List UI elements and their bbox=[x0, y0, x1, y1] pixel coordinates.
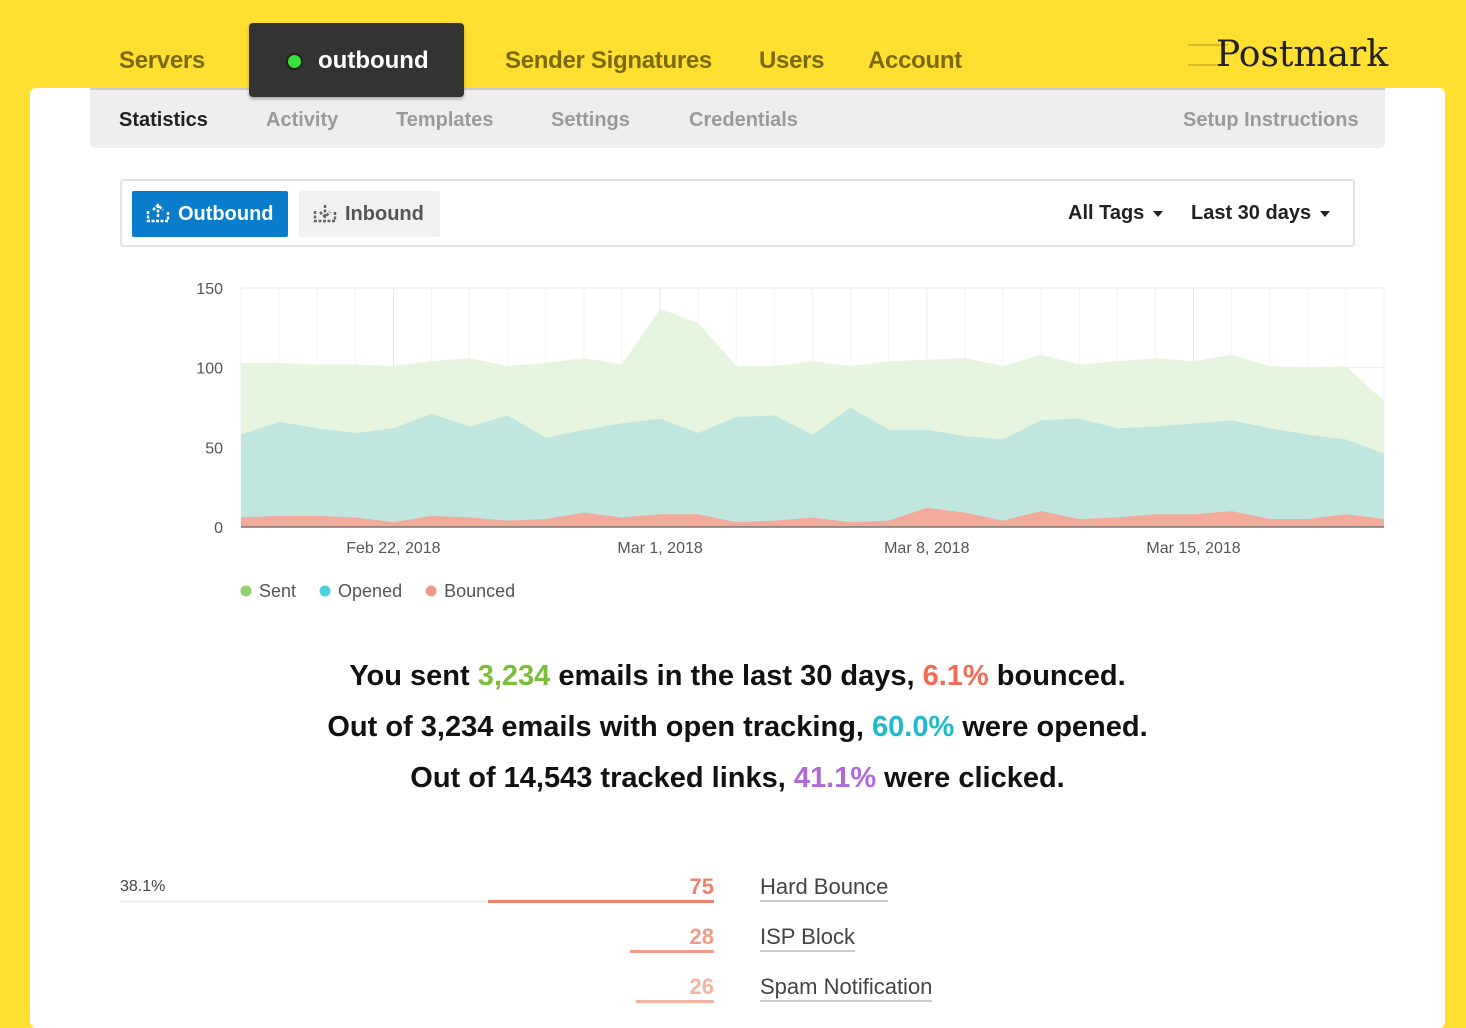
tags-dropdown[interactable]: All Tags bbox=[1068, 202, 1164, 225]
outbound-button[interactable]: Outbound bbox=[132, 191, 288, 237]
x-tick-label: Mar 15, 2018 bbox=[1146, 540, 1240, 557]
bounce-type-link[interactable]: Hard Bounce bbox=[760, 874, 889, 902]
bar-track bbox=[120, 900, 714, 903]
date-range-dropdown[interactable]: Last 30 days bbox=[1191, 202, 1331, 225]
bounce-row: 28 ISP Block bbox=[120, 924, 1020, 966]
bounce-count: 26 bbox=[689, 974, 714, 999]
status-dot-icon bbox=[286, 53, 303, 70]
stats-chart: 0 50 100 150 Feb 22, 2018 Mar 1, 2018 Mar 8, 2… bbox=[196, 281, 1385, 601]
nav-users[interactable]: Users bbox=[759, 47, 825, 74]
sub-nav: Statistics Activity Templates Settings C… bbox=[90, 88, 1385, 148]
outbound-icon bbox=[146, 203, 170, 223]
y-tick-label: 50 bbox=[205, 440, 223, 457]
bounce-count: 75 bbox=[689, 874, 714, 899]
bar-fill bbox=[629, 950, 714, 953]
tab-templates[interactable]: Templates bbox=[396, 109, 494, 131]
legend-label-sent: Sent bbox=[259, 581, 296, 601]
bounce-type-link[interactable]: ISP Block bbox=[760, 924, 855, 952]
legend-dot-sent bbox=[240, 585, 252, 597]
tags-label: All Tags bbox=[1068, 202, 1145, 224]
legend-label-opened: Opened bbox=[338, 581, 402, 601]
caret-down-icon bbox=[1153, 210, 1164, 217]
tab-setup-instructions[interactable]: Setup Instructions bbox=[1183, 109, 1359, 131]
tab-activity[interactable]: Activity bbox=[266, 109, 339, 131]
inbound-label: Inbound bbox=[345, 203, 424, 225]
logo-lines-icon bbox=[1188, 44, 1228, 66]
top-nav: Servers outbound Sender Signatures Users… bbox=[0, 0, 1466, 100]
nav-account[interactable]: Account bbox=[868, 47, 962, 74]
caret-down-icon bbox=[1320, 210, 1331, 217]
area-bounced bbox=[241, 507, 1384, 527]
bounce-row: 38.1% 75 Hard Bounce bbox=[120, 874, 1020, 916]
legend-dot-bounced bbox=[425, 585, 437, 597]
bar-fill bbox=[635, 1000, 714, 1003]
range-label: Last 30 days bbox=[1191, 202, 1312, 224]
legend-dot-opened bbox=[319, 585, 331, 597]
summary-opened: Out of 3,234 emails with open tracking, … bbox=[327, 711, 1148, 743]
y-tick-label: 150 bbox=[196, 281, 223, 298]
x-tick-label: Mar 8, 2018 bbox=[884, 540, 969, 557]
bounce-row: 26 Spam Notification bbox=[120, 974, 1020, 1016]
server-name: outbound bbox=[318, 47, 429, 74]
filter-bar: Outbound Inbound All Tags Last 30 days bbox=[120, 179, 1355, 247]
area-opened bbox=[241, 407, 1384, 527]
server-tab-outbound[interactable]: outbound bbox=[249, 23, 464, 97]
main-panel: Statistics Activity Templates Settings C… bbox=[30, 88, 1445, 1028]
summary-clicked: Out of 14,543 tracked links, 41.1% were … bbox=[410, 762, 1065, 794]
logo-text: Postmark bbox=[1216, 34, 1389, 75]
postmark-logo[interactable]: Postmark bbox=[1188, 34, 1388, 75]
inbound-icon bbox=[313, 205, 337, 223]
outbound-label: Outbound bbox=[178, 203, 274, 225]
summary-sent: You sent 3,234 emails in the last 30 day… bbox=[349, 660, 1126, 692]
bounce-count: 28 bbox=[689, 924, 714, 949]
bounce-type-link[interactable]: Spam Notification bbox=[760, 974, 933, 1002]
tab-statistics[interactable]: Statistics bbox=[119, 109, 208, 131]
bounce-percent: 38.1% bbox=[120, 878, 166, 895]
y-tick-label: 100 bbox=[196, 361, 223, 378]
inbound-button[interactable]: Inbound bbox=[299, 191, 440, 237]
bar-fill bbox=[488, 900, 714, 903]
x-tick-label: Feb 22, 2018 bbox=[346, 540, 440, 557]
y-tick-label: 0 bbox=[214, 520, 223, 537]
x-tick-label: Mar 1, 2018 bbox=[617, 540, 702, 557]
tab-credentials[interactable]: Credentials bbox=[689, 109, 798, 131]
tab-settings[interactable]: Settings bbox=[551, 109, 630, 131]
nav-servers[interactable]: Servers bbox=[119, 47, 205, 74]
nav-sender-signatures[interactable]: Sender Signatures bbox=[505, 47, 712, 74]
legend-label-bounced: Bounced bbox=[444, 581, 515, 601]
